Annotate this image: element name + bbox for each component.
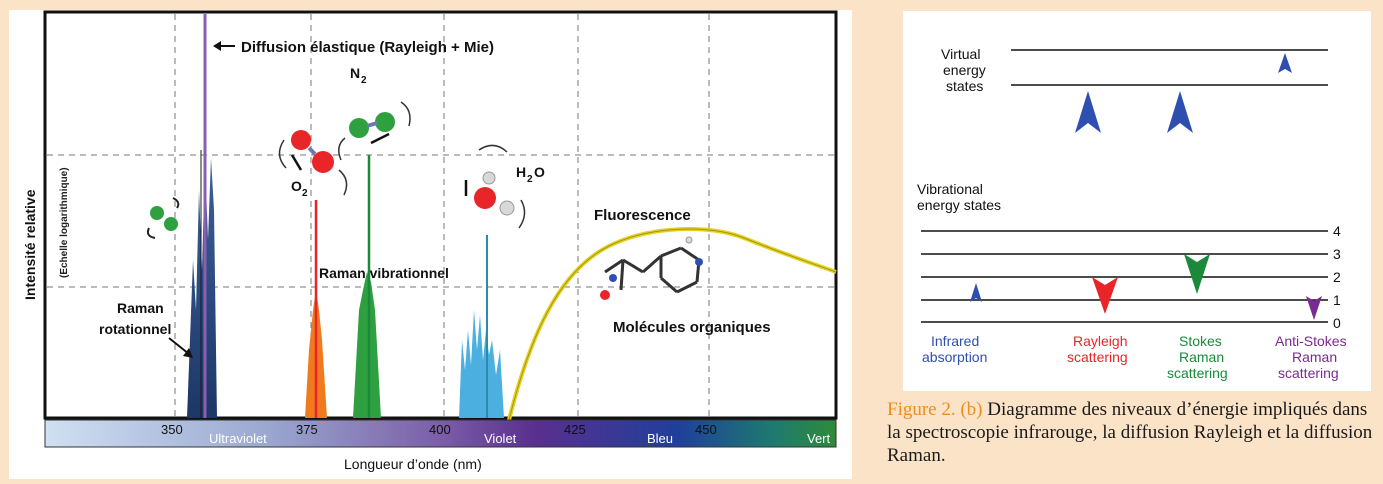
energy-diagram-panel: Virtual energy states Vibrational energy… [903,11,1371,391]
spectrum-chart: Diffusion élastique (Rayleigh + Mie) N 2… [22,10,838,472]
h2o-molecule-icon [464,144,526,229]
level-3: 3 [1333,246,1341,262]
n2-label: N [350,65,360,81]
stokes-emission-arrow-icon [1184,254,1210,294]
band-vert: Vert [807,431,831,446]
level-1: 1 [1333,292,1341,308]
fluorescence-curve-outline [508,228,837,421]
x-axis-label: Longueur d’onde (nm) [344,456,482,472]
raman-rotational-label-2: rotationnel [99,321,171,337]
rotating-molecule-icon [146,197,180,239]
o2-label: O [291,178,302,194]
virtual-label-1: Virtual [941,46,980,62]
rayleigh-label-1: Rayleigh [1073,333,1127,349]
stokes-label-2: Raman [1179,349,1224,365]
h2o-peak [459,235,504,418]
band-violet: Violet [484,431,517,446]
n2-molecule-icon [338,101,411,161]
rotational-raman-peaks [187,150,217,418]
figure-caption: Figure 2. (b) Diagramme des niveaux d’én… [887,398,1377,479]
energy-diagram: Virtual energy states Vibrational energy… [917,46,1347,381]
virtual-label-3: states [946,78,983,94]
virtual-label-2: energy [943,62,986,78]
o2-peak [305,200,327,418]
elastic-label: Diffusion élastique (Rayleigh + Mie) [241,39,494,56]
h2o-subscript: 2 [527,174,533,185]
raman-rotational-label-1: Raman [117,300,164,316]
o2-subscript: 2 [302,188,308,199]
infrared-arrow-icon [970,283,982,302]
anti-stokes-emission-arrow-icon [1306,296,1322,320]
infrared-label-2: absorption [922,349,987,365]
spectrum-panel: Diffusion élastique (Rayleigh + Mie) N 2… [9,10,852,479]
level-0: 0 [1333,315,1341,331]
rayleigh-excitation-arrow-icon [1075,91,1101,133]
anti-stokes-label-2: Raman [1292,349,1337,365]
n2-subscript: 2 [361,75,367,86]
tick-350: 350 [161,422,183,437]
figure-number: Figure 2. (b) [887,399,983,420]
infrared-label-1: Infrared [931,333,979,349]
level-4: 4 [1333,223,1341,239]
plot-frame [43,10,838,420]
y-axis-label: Intensité relative [22,189,38,300]
n2-peak [353,155,381,418]
anti-stokes-label-3: scattering [1278,365,1339,381]
tick-425: 425 [564,422,586,437]
organic-molecule-icon [600,236,703,300]
vibrational-label-1: Vibrational [917,181,983,197]
spectrum-bar [44,419,837,448]
band-ultraviolet: Ultraviolet [209,431,267,446]
stokes-label-3: scattering [1167,365,1228,381]
elastic-arrow-icon [213,41,235,51]
vibrational-levels [921,230,1328,323]
vibrational-label-2: energy states [917,197,1001,213]
tick-400: 400 [429,422,451,437]
h2o-label-h: H [516,164,526,180]
organic-label: Molécules organiques [613,319,771,336]
stokes-excitation-arrow-icon [1167,91,1193,133]
tick-450: 450 [695,422,717,437]
raman-vibrational-label: Raman vibrationnel [319,265,449,281]
level-2: 2 [1333,269,1341,285]
stokes-label-1: Stokes [1179,333,1222,349]
rayleigh-label-2: scattering [1067,349,1128,365]
rotational-arrow-icon [168,337,193,358]
y-axis-sublabel: (Echelle logarithmique) [59,167,70,278]
anti-stokes-excitation-arrow-icon [1278,53,1292,73]
h2o-label-o: O [534,164,545,180]
o2-molecule-icon [278,130,348,196]
anti-stokes-label-1: Anti-Stokes [1275,333,1347,349]
fluorescence-label: Fluorescence [594,207,691,224]
caption-text: Diagramme des niveaux d’énergie impliqué… [887,399,1373,466]
tick-375: 375 [296,422,318,437]
rayleigh-emission-arrow-icon [1092,277,1118,314]
band-bleu: Bleu [647,431,673,446]
